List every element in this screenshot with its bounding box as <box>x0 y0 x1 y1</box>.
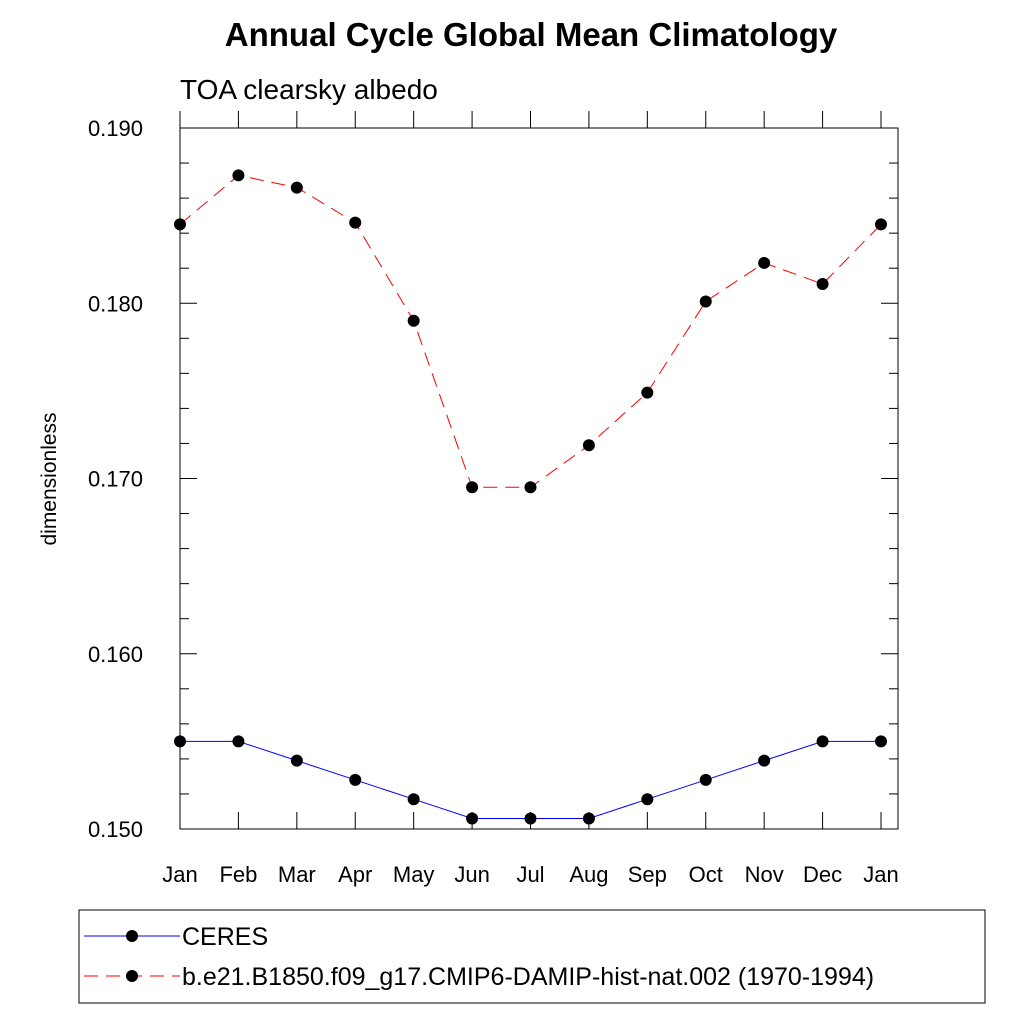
x-tick-label: Jul <box>516 862 544 887</box>
series-2-point <box>290 181 303 194</box>
plot-frame <box>179 127 899 830</box>
series-1-point <box>524 812 537 825</box>
series-2-point <box>232 169 245 182</box>
series-1-point <box>466 812 479 825</box>
series-2-point <box>816 277 829 290</box>
series-line-1 <box>180 740 881 819</box>
x-tick-label: Jun <box>454 862 489 887</box>
x-tick-label: Sep <box>628 862 667 887</box>
y-tick-label: 0.190 <box>88 116 143 141</box>
legend-label-2: b.e21.B1850.f09_g17.CMIP6-DAMIP-hist-nat… <box>182 963 874 991</box>
series-1-point <box>758 754 771 767</box>
series-1-point <box>290 754 303 767</box>
series-2-point <box>582 439 595 452</box>
series-2-point <box>758 256 771 269</box>
series-1-point <box>582 812 595 825</box>
series-1-point <box>349 773 362 786</box>
x-tick-label: Mar <box>278 862 316 887</box>
series-2-point <box>524 481 537 494</box>
x-tick-label: Oct <box>689 862 723 887</box>
x-tick-label: May <box>393 862 435 887</box>
series-2-point <box>174 218 186 231</box>
legend-marker-2 <box>126 970 138 982</box>
series-1-point <box>174 735 186 748</box>
series-2-point <box>466 481 479 494</box>
series-1-point <box>641 793 654 806</box>
x-tick-label: Jan <box>162 862 197 887</box>
x-tick-label: Dec <box>803 862 842 887</box>
series-1-point <box>232 735 245 748</box>
series-1-point <box>407 793 420 806</box>
series-2-point <box>699 295 712 308</box>
chart-subtitle: TOA clearsky albedo <box>180 74 438 105</box>
series-1-point <box>699 773 712 786</box>
legend-marker-1 <box>126 930 138 942</box>
x-tick-label: Nov <box>745 862 784 887</box>
x-tick-label: Apr <box>338 862 372 887</box>
series-2-point <box>641 386 654 399</box>
y-tick-label: 0.180 <box>88 291 143 316</box>
legend-label-1: CERES <box>182 923 268 951</box>
series-2-point <box>875 218 887 231</box>
y-tick-label: 0.150 <box>88 817 143 842</box>
x-tick-label: Jan <box>863 862 898 887</box>
series-line-2 <box>179 174 882 488</box>
y-tick-label: 0.160 <box>88 642 143 667</box>
series-2-point <box>407 314 420 327</box>
x-tick-label: Aug <box>569 862 608 887</box>
series-2-point <box>349 216 362 229</box>
x-tick-label: Feb <box>219 862 257 887</box>
y-axis-label: dimensionless <box>38 412 61 545</box>
series-1-point <box>816 735 829 748</box>
series-1-point <box>875 735 887 748</box>
y-tick-label: 0.170 <box>88 467 143 492</box>
chart-title: Annual Cycle Global Mean Climatology <box>225 16 838 53</box>
legend-box <box>78 909 986 1004</box>
